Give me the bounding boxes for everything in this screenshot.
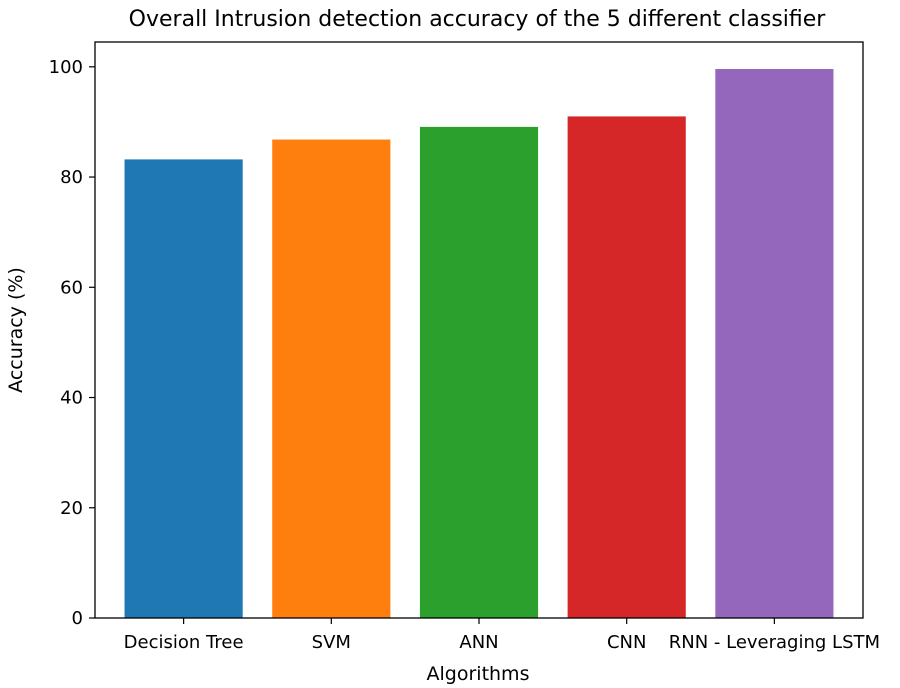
y-tick-label: 100 <box>49 57 83 78</box>
x-tick-label: CNN <box>607 632 647 653</box>
bar-decision-tree <box>124 159 243 618</box>
bar-ann <box>419 126 539 618</box>
x-tick-label: ANN <box>459 632 498 653</box>
y-tick-label: 20 <box>60 498 83 519</box>
bar-rnn-leveraging-lstm <box>715 69 834 619</box>
y-tick-label: 40 <box>60 388 83 409</box>
y-axis: 0 20 40 60 80 100 <box>49 57 95 629</box>
bar-cnn <box>567 116 686 618</box>
chart-title: Overall Intrusion detection accuracy of … <box>129 7 827 32</box>
y-tick-label: 80 <box>60 167 83 188</box>
bars-group <box>124 69 834 619</box>
x-tick-label: RNN - Leveraging LSTM <box>669 632 880 653</box>
x-tick-label: SVM <box>312 632 351 653</box>
x-axis-label: Algorithms <box>427 663 530 685</box>
bar-svm <box>272 139 391 619</box>
y-axis-label: Accuracy (%) <box>5 267 27 393</box>
y-tick-label: 60 <box>60 277 83 298</box>
x-tick-label: Decision Tree <box>124 632 244 653</box>
x-axis: Decision Tree SVM ANN CNN RNN - Leveraging L… <box>124 618 880 653</box>
y-tick-label: 0 <box>72 608 83 629</box>
